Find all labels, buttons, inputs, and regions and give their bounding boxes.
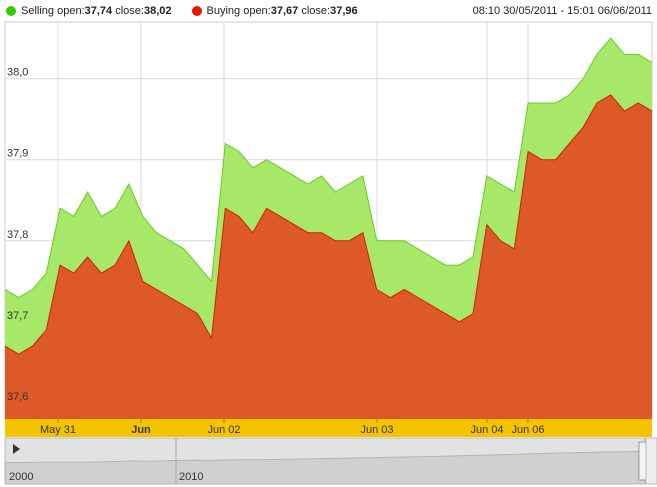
x-tick-label: May 31: [40, 424, 76, 436]
buying-area: [5, 94, 652, 420]
selling-line: [4, 37, 653, 299]
x-tick-label: Jun: [131, 424, 151, 436]
legend-buying-close-value: 37,96: [330, 5, 358, 17]
legend-selling-open-value: 37,74: [84, 5, 113, 17]
navigator-history: [4, 450, 646, 485]
legend-selling-open-label: open:: [57, 5, 85, 17]
x-tick-label: Jun 04: [470, 424, 503, 436]
y-tick-label: 37,7: [7, 310, 28, 322]
x-tick-label: Jun 02: [207, 424, 240, 436]
y-tick-label: 38,0: [7, 67, 28, 79]
time-axis: May 31 Jun Jun 02 Jun 03 Jun 04 Jun 06: [5, 419, 652, 437]
legend-selling-close-value: 38,02: [143, 5, 172, 17]
legend-selling[interactable]: Selling open: 37,74 close: 38,02: [6, 5, 172, 17]
navigator-year-label: 2010: [179, 471, 203, 483]
date-range: 08:10 30/05/2011 - 15:01 06/06/2011: [472, 5, 652, 17]
legend-buying[interactable]: Buying open: 37,67 close: 37,96: [191, 5, 358, 17]
legend-buying-label: Buying: [206, 5, 241, 17]
legend-buying-open-label: open:: [243, 5, 271, 17]
play-icon[interactable]: [13, 444, 20, 454]
buying-line: [4, 94, 653, 355]
navigator-year-label: 2000: [9, 471, 33, 483]
x-tick-label: Jun 06: [511, 424, 544, 436]
legend-selling-close-label: close:: [115, 5, 144, 17]
y-tick-label: 37,9: [7, 148, 28, 160]
legend-buying-close-label: close:: [301, 5, 331, 17]
y-tick-label: 37,6: [7, 391, 28, 403]
y-tick-label: 37,8: [7, 229, 28, 241]
navigator-scrollbar: [645, 437, 657, 485]
selling-dot-icon: [6, 6, 16, 16]
legend-selling-label: Selling: [21, 5, 55, 17]
legend-bar: Selling open: 37,74 close: 38,02 Buying op…: [0, 0, 657, 22]
buying-dot-icon: [191, 6, 202, 16]
x-tick-label: Jun 03: [360, 424, 393, 436]
legend-buying-open-value: 37,67: [270, 5, 299, 17]
series-areas: [4, 37, 653, 420]
y-axis: 37,6 37,7 37,8 37,9 38,0: [7, 67, 28, 403]
time-axis-band: [5, 419, 652, 437]
navigator: 2000 2010: [4, 437, 657, 485]
